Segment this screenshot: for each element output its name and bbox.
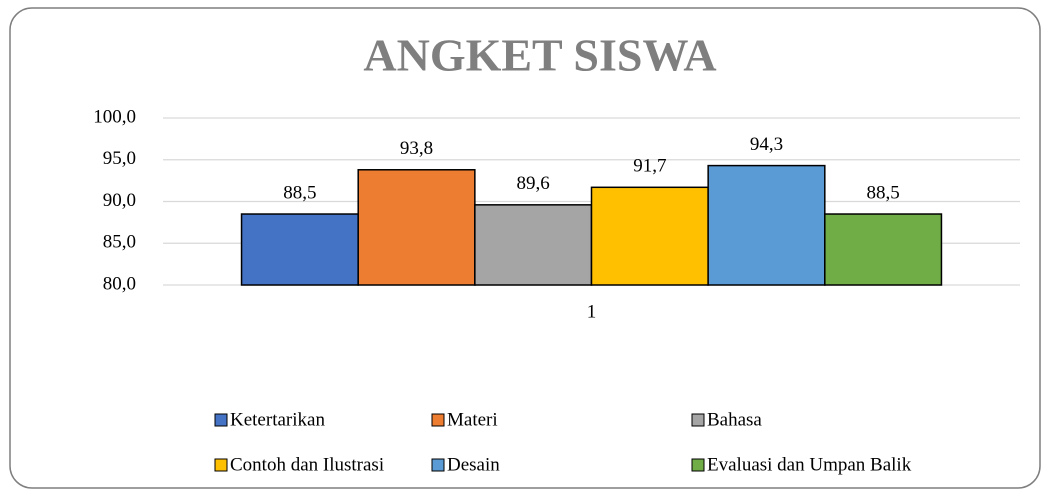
- legend-label: Evaluasi dan Umpan Balik: [707, 454, 912, 475]
- data-label: 88,5: [867, 182, 900, 203]
- data-label: 88,5: [283, 182, 316, 203]
- legend-swatch: [214, 413, 228, 427]
- legend-label: Desain: [447, 454, 500, 475]
- bar: [707, 164, 826, 286]
- y-tick-label: 95,0: [103, 148, 136, 169]
- legend-swatch: [214, 458, 228, 472]
- y-tick-label: 90,0: [103, 190, 136, 211]
- data-label: 89,6: [517, 173, 550, 194]
- data-label: 94,3: [750, 134, 783, 155]
- legend-swatch: [691, 413, 705, 427]
- legend-label: Ketertarikan: [230, 409, 325, 430]
- legend-label: Bahasa: [707, 409, 762, 430]
- legend-label: Materi: [447, 409, 498, 430]
- legend-swatch: [431, 413, 445, 427]
- x-tick-label: 1: [587, 301, 597, 322]
- legend-label: Contoh dan Ilustrasi: [230, 454, 384, 475]
- y-tick-label: 80,0: [103, 273, 136, 294]
- bar: [474, 204, 593, 286]
- legend-swatch: [691, 458, 705, 472]
- data-label: 93,8: [400, 138, 433, 159]
- y-tick-label: 100,0: [93, 106, 136, 127]
- chart-title: ANGKET SISWA: [363, 30, 716, 81]
- bar: [240, 213, 359, 286]
- y-tick-label: 85,0: [103, 232, 136, 253]
- data-label: 91,7: [633, 156, 666, 177]
- bar: [824, 213, 943, 286]
- bar: [357, 169, 476, 286]
- bar: [590, 186, 709, 286]
- legend-swatch: [431, 458, 445, 472]
